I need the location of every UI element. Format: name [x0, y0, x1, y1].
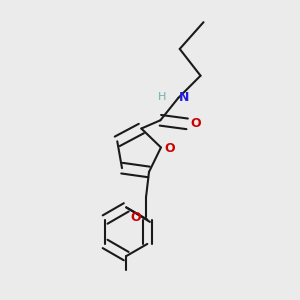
Text: O: O: [164, 142, 175, 155]
Text: O: O: [190, 117, 201, 130]
Text: H: H: [158, 92, 166, 101]
Text: O: O: [130, 211, 141, 224]
Text: N: N: [179, 92, 189, 104]
